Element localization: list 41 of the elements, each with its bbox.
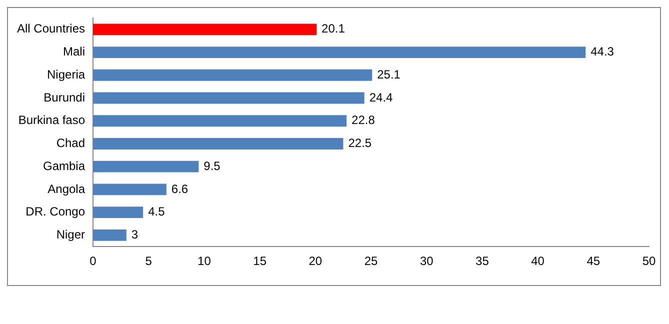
y-tick-label: Nigeria [47, 67, 86, 82]
x-tick-label: 40 [531, 254, 545, 268]
bar [93, 160, 199, 172]
bar [93, 92, 364, 104]
data-label: 4.5 [148, 204, 166, 219]
x-tick-label: 5 [145, 254, 152, 268]
x-tick-label: 20 [308, 254, 322, 268]
y-tick-label: All Countries [16, 22, 86, 36]
bar [93, 69, 372, 81]
data-label: 6.6 [171, 182, 188, 196]
x-tick-label: 30 [420, 254, 434, 268]
data-label: 24.4 [369, 90, 394, 104]
x-tick-label: 15 [253, 254, 267, 268]
bar [93, 229, 126, 241]
y-tick-label: Mali [63, 44, 86, 59]
x-tick-label: 25 [364, 254, 378, 268]
y-tick-label: Niger [56, 227, 86, 242]
bar [93, 24, 317, 36]
x-tick-label: 45 [586, 254, 600, 268]
x-tick-label: 0 [90, 254, 97, 268]
data-label: 25.1 [377, 67, 401, 82]
data-label: 3 [131, 227, 138, 242]
y-tick-label: Burundi [44, 90, 86, 104]
data-label: 22.5 [348, 136, 372, 150]
bar [93, 184, 166, 196]
x-tick-label: 35 [476, 254, 490, 268]
bar [93, 46, 586, 58]
bar [93, 115, 347, 127]
y-tick-label: Gambia [42, 158, 86, 173]
y-tick-label: DR. Congo [26, 204, 86, 219]
data-label: 22.8 [352, 113, 376, 128]
x-tick-label: 50 [642, 254, 656, 268]
y-tick-label: Angola [48, 182, 86, 196]
data-label: 44.3 [590, 44, 614, 59]
data-label: 20.1 [322, 22, 346, 36]
bar [93, 206, 144, 218]
y-tick-label: Chad [56, 136, 86, 150]
x-tick-label: 10 [198, 254, 212, 268]
data-label: 9.5 [204, 158, 221, 173]
y-tick-label: Burkina faso [18, 113, 86, 128]
bar [93, 138, 344, 150]
